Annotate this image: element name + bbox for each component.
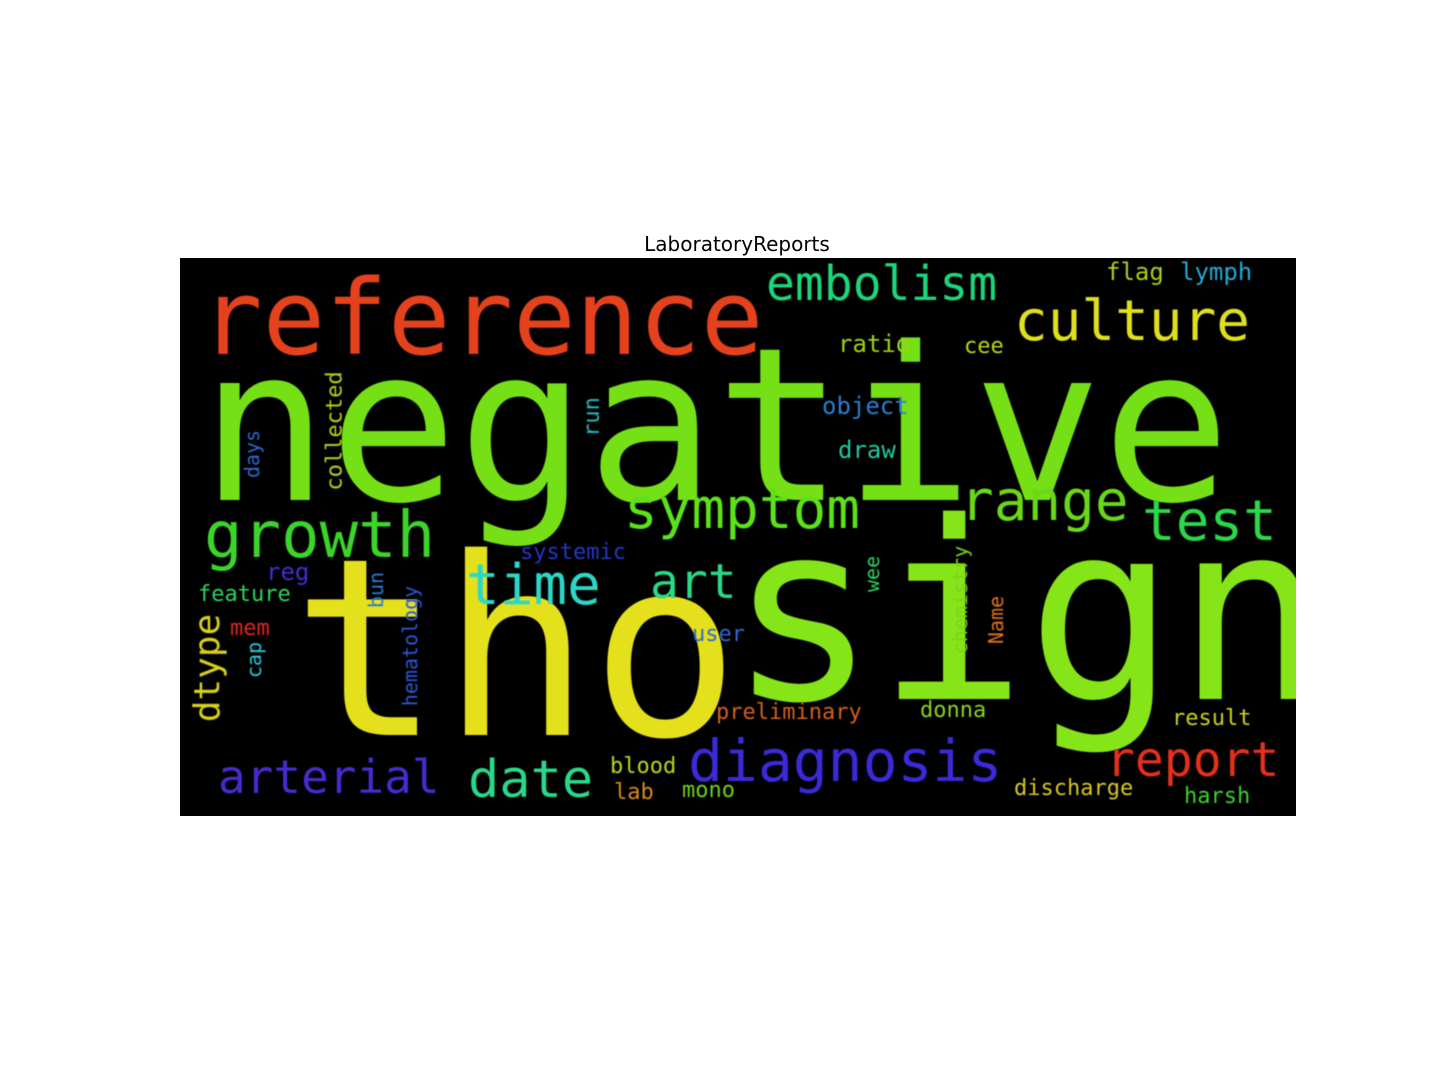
- word-time: time: [466, 553, 601, 618]
- word-blood: blood: [610, 754, 677, 779]
- word-run: run: [579, 397, 605, 437]
- word-hematology: hematology: [398, 585, 423, 707]
- word-art: art: [650, 554, 737, 610]
- word-sign: sign: [728, 470, 1296, 758]
- word-systemic: systemic: [520, 540, 626, 565]
- word-wee: wee: [860, 555, 885, 593]
- word-range: range: [960, 469, 1129, 534]
- word-cap: cap: [242, 641, 267, 679]
- word-reg: reg: [266, 558, 310, 586]
- word-donna: donna: [920, 698, 987, 723]
- word-negative: negative: [200, 302, 1231, 551]
- word-name: Name: [984, 595, 1009, 645]
- word-mono: mono: [682, 778, 735, 803]
- word-feature: feature: [198, 582, 291, 607]
- word-harsh: harsh: [1184, 784, 1251, 809]
- word-bun: bun: [364, 571, 389, 609]
- word-tho: tho: [292, 506, 740, 794]
- word-user: user: [692, 622, 745, 647]
- word-ratio: ratio: [838, 330, 911, 358]
- word-draw: draw: [838, 436, 896, 464]
- word-result: result: [1172, 706, 1252, 731]
- word-days: days: [240, 429, 265, 479]
- word-diagnosis: diagnosis: [688, 727, 1003, 795]
- wordcloud-canvas: negative tho sign reference embolism cul…: [180, 258, 1296, 816]
- word-cee: cee: [964, 334, 1004, 359]
- word-test: test: [1142, 489, 1277, 554]
- word-embolism: embolism: [766, 258, 998, 312]
- word-symptom: symptom: [624, 477, 861, 542]
- word-chemistry: chemistry: [948, 545, 973, 655]
- word-lab: lab: [614, 780, 654, 805]
- word-culture: culture: [1014, 289, 1251, 354]
- word-collected: collected: [322, 371, 348, 491]
- word-object: object: [822, 392, 909, 420]
- word-reference: reference: [200, 258, 764, 379]
- word-dtype: dtype: [187, 613, 229, 723]
- word-discharge: discharge: [1014, 776, 1134, 801]
- word-arterial: arterial: [218, 750, 440, 804]
- word-report: report: [1106, 732, 1280, 788]
- word-flag: flag: [1106, 258, 1164, 286]
- word-lymph: lymph: [1180, 258, 1253, 286]
- word-preliminary: preliminary: [716, 700, 862, 725]
- word-growth: growth: [204, 499, 436, 573]
- word-date: date: [468, 750, 594, 810]
- word-mem: mem: [230, 616, 270, 641]
- figure-title: LaboratoryReports: [644, 232, 830, 256]
